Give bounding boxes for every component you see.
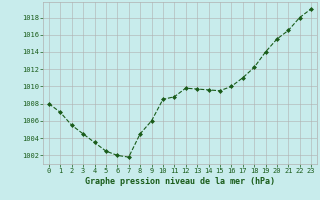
X-axis label: Graphe pression niveau de la mer (hPa): Graphe pression niveau de la mer (hPa) <box>85 177 275 186</box>
